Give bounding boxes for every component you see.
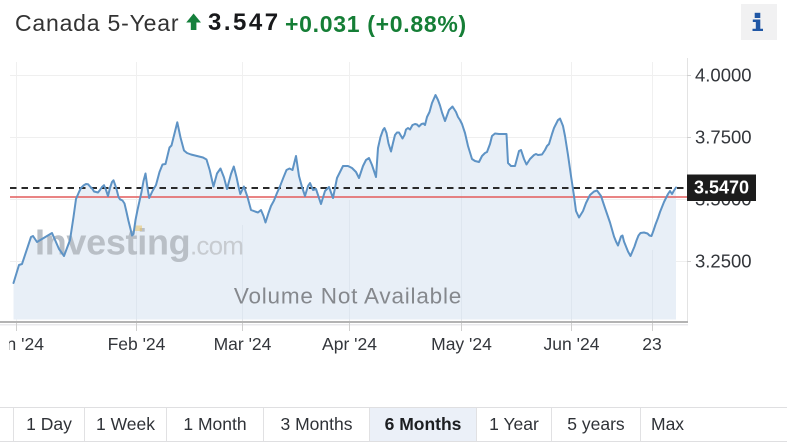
svg-text:Feb '24: Feb '24 (108, 334, 166, 354)
svg-text:3.2500: 3.2500 (695, 251, 752, 272)
svg-text:3.5470: 3.5470 (694, 178, 749, 198)
svg-text:Jun '24: Jun '24 (544, 334, 600, 354)
svg-text:Investing: Investing (35, 222, 190, 263)
svg-text:May '24: May '24 (431, 334, 492, 354)
svg-text:3.7500: 3.7500 (695, 127, 752, 148)
svg-text:4.0000: 4.0000 (695, 65, 752, 86)
svg-text:Apr '24: Apr '24 (322, 334, 377, 354)
svg-text:Volume Not Available: Volume Not Available (234, 284, 462, 309)
svg-text:Mar '24: Mar '24 (214, 334, 272, 354)
svg-text:Jan '24: Jan '24 (0, 334, 44, 354)
svg-text:23: 23 (642, 334, 661, 354)
svg-text:.com: .com (190, 231, 243, 261)
